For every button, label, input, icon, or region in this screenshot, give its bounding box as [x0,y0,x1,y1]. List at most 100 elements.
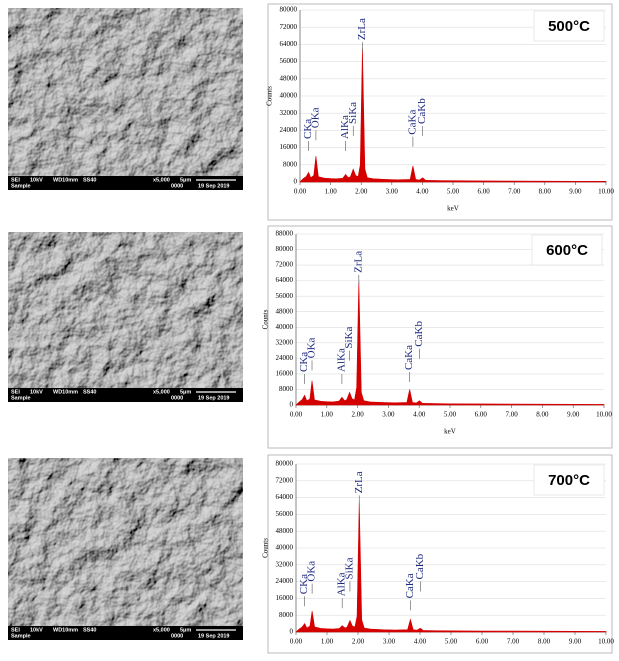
y-tick-label: 88000 [276,230,294,238]
peak-label: ZrLa [352,251,364,273]
y-tick-label: 24000 [276,354,294,362]
x-tick-label: 10.00 [598,188,614,196]
peak-label: CaKb [416,98,428,124]
peak-label: OKa [306,561,318,582]
x-tick-label: 7.00 [508,188,521,196]
y-tick-label: 64000 [276,276,294,284]
chart-title: 500°C [548,18,590,35]
y-tick-label: 0 [290,628,294,636]
x-tick-label: 9.00 [569,188,582,196]
x-tick-label: 10.00 [598,638,614,646]
x-tick-label: 7.00 [505,411,518,419]
spectrum [295,280,605,406]
y-tick-label: 72000 [276,261,294,269]
x-tick-label: 8.00 [536,411,549,419]
y-tick-label: 48000 [276,307,294,315]
spectrum [295,501,607,633]
sem-info-bar [8,626,243,640]
spectrum [299,48,607,183]
y-tick-label: 80000 [280,6,298,14]
x-axis-label: keV [444,428,456,436]
x-tick-label: 7.00 [507,638,520,646]
y-axis-label: Counts [266,86,274,106]
y-tick-label: 16000 [276,594,294,602]
x-axis-label: keV [447,205,459,213]
title-box [533,464,605,496]
sem-info: 5μm [180,389,191,395]
peak-label: CaKb [413,321,425,347]
sem-info: WD10mm [53,177,78,183]
x-tick-label: 2.00 [351,411,364,419]
x-tick-label: 8.00 [538,638,551,646]
sem-info: Sample [11,183,31,189]
sem-info: Sample [11,633,31,639]
x-tick-label: 5.00 [445,638,458,646]
peak-label: ZrLa [353,471,365,493]
title-box [533,10,605,42]
y-tick-label: 56000 [280,57,298,65]
peak-label: CKa [298,352,310,372]
peak-label: OKa [306,337,318,358]
y-tick-label: 40000 [276,323,294,331]
x-tick-label: 2.00 [352,638,365,646]
sem-info: SS40 [83,389,96,395]
y-tick-label: 8000 [279,385,294,393]
sem-info: 5μm [180,177,191,183]
peak-label: CaKa [404,573,416,598]
y-tick-label: 8000 [279,611,294,619]
sem-info: 10kV [30,177,43,183]
sem-info: SS40 [83,177,96,183]
y-axis-label: Counts [262,309,270,329]
x-tick-label: 1.00 [324,188,337,196]
x-tick-label: 6.00 [475,411,488,419]
sem-info: 10kV [30,627,43,633]
peak-label: CaKa [406,110,418,135]
sem-info: x5,000 [153,177,170,183]
sem-texture [8,8,243,176]
sem-info: 19 Sep 2019 [198,183,230,189]
x-tick-label: 1.00 [321,411,334,419]
y-tick-label: 48000 [276,527,294,535]
y-tick-label: 48000 [280,74,298,82]
x-tick-label: 10.00 [596,411,612,419]
y-tick-label: 80000 [276,460,294,468]
sem-info: 5μm [180,627,191,633]
y-tick-label: 72000 [276,476,294,484]
x-tick-label: 9.00 [569,638,582,646]
x-tick-label: 0.00 [294,188,307,196]
x-tick-label: 1.00 [321,638,334,646]
y-tick-label: 40000 [276,544,294,552]
x-tick-label: 3.00 [386,188,399,196]
x-tick-label: 5.00 [444,411,457,419]
y-tick-label: 8000 [283,160,298,168]
peak-label: CKa [298,574,310,594]
sem-info: WD10mm [53,389,78,395]
sem-info: SS40 [83,627,96,633]
x-tick-label: 5.00 [447,188,460,196]
sem-info: x5,000 [153,389,170,395]
x-tick-label: 4.00 [413,411,426,419]
sem-info: 0000 [171,633,183,639]
sem-info: 19 Sep 2019 [198,395,230,401]
sem-info: 0000 [171,395,183,401]
peak-label: CaKa [403,345,415,370]
sem-info: SEI [11,177,20,183]
sem-info-bar [8,176,243,190]
sem-info: Sample [11,395,31,401]
peak-label: CaKb [414,553,426,579]
peak-label: AlKa [336,572,348,596]
sem-info: 19 Sep 2019 [198,633,230,639]
x-tick-label: 6.00 [477,188,490,196]
x-tick-label: 0.00 [290,411,303,419]
y-tick-label: 40000 [280,92,298,100]
peak-label: AlKa [335,348,347,372]
y-tick-label: 24000 [280,126,298,134]
peak-label: AlKa [339,115,351,139]
y-tick-label: 72000 [280,23,298,31]
y-tick-label: 32000 [280,109,298,117]
peak-label: SiKa [347,102,359,124]
y-tick-label: 24000 [276,577,294,585]
sem-info-bar [8,388,243,402]
sem-info: 0000 [171,183,183,189]
